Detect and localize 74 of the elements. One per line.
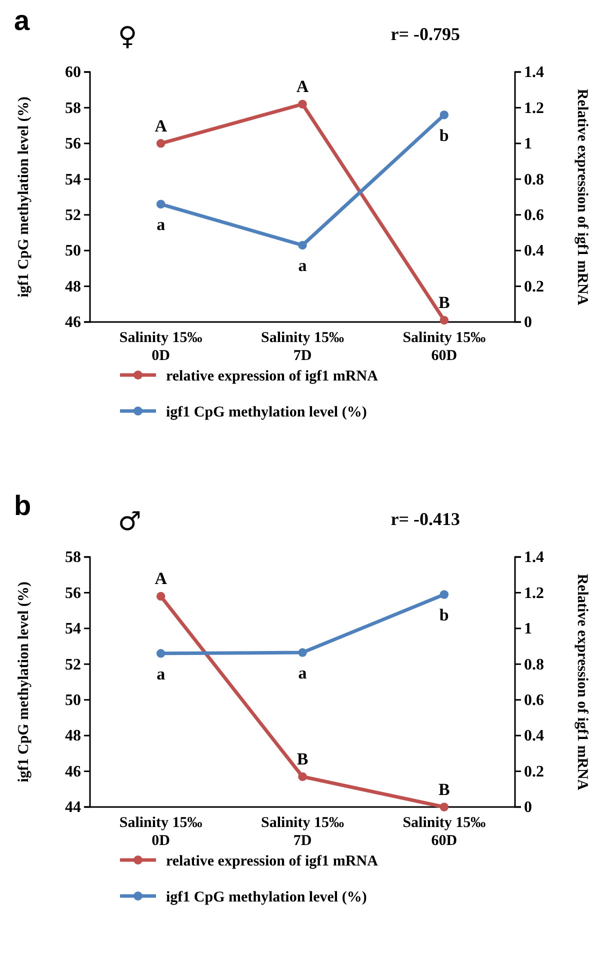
y-tick-label: 46: [65, 314, 81, 332]
legend-label: igf1 CpG methylation level (%): [166, 889, 367, 906]
y2-tick-label: 1: [524, 136, 532, 153]
y2-tick-label: 1.4: [524, 64, 544, 82]
annotation: b: [439, 605, 449, 624]
x-tick-label: Salinity 15‰ 60D: [402, 815, 486, 849]
y2-tick-label: 0.2: [524, 278, 544, 296]
x-tick-label: Salinity 15‰ 60D: [402, 330, 486, 364]
text: ♂: [118, 507, 142, 537]
legend-label: relative expression of igf1 mRNA: [166, 368, 378, 384]
text: b: [14, 490, 32, 521]
annotation: a: [156, 215, 166, 234]
y-tick-label: 48: [65, 728, 81, 745]
point: [298, 772, 307, 782]
point: [156, 592, 166, 601]
point: [440, 590, 449, 599]
point: [156, 200, 166, 209]
legend-label: igf1 CpG methylation level (%): [166, 404, 367, 420]
y-tick-label: 58: [65, 549, 81, 566]
y2-tick-label: 0.6: [524, 206, 544, 224]
point: [440, 110, 449, 120]
text: a: [14, 5, 30, 36]
annotation: A: [154, 116, 168, 136]
point: [298, 240, 307, 250]
y-tick-label: 52: [65, 206, 81, 224]
y-axis-title: igf1 CpG methylation level (%): [16, 582, 32, 782]
point: [156, 139, 166, 148]
annotation: B: [438, 780, 450, 799]
annotation: B: [296, 750, 308, 769]
y2-tick-label: 0: [524, 314, 532, 332]
text: r= -0.795: [390, 24, 460, 44]
y2-tick-label: 0.4: [524, 728, 544, 745]
y-tick-label: 56: [65, 136, 81, 153]
annotation: a: [156, 664, 166, 684]
annotation: A: [154, 569, 168, 588]
y-tick-label: 48: [65, 278, 81, 296]
y-tick-label: 58: [65, 100, 81, 117]
annotation: a: [298, 663, 308, 682]
point: [440, 316, 449, 325]
annotation: a: [298, 256, 308, 276]
text: r= -0.413: [390, 509, 460, 529]
annotation: B: [438, 293, 450, 312]
y-tick-label: 60: [65, 64, 81, 82]
annotation: A: [296, 77, 310, 96]
y2-tick-label: 0.6: [524, 692, 544, 709]
y2-axis-title: Relative expression of igf1 mRNA: [574, 88, 590, 306]
y2-axis-title: Relative expression of igf1 mRNA: [574, 574, 590, 790]
y2-tick-label: 0.8: [524, 171, 544, 188]
y2-tick-label: 0.2: [524, 763, 544, 780]
y-tick-label: 50: [65, 242, 81, 260]
point: [156, 649, 166, 658]
y-tick-label: 54: [65, 620, 81, 638]
x-tick-label: Salinity 15‰ 7D: [261, 330, 344, 364]
text: ♀: [118, 22, 138, 52]
point: [298, 648, 307, 657]
y2-tick-label: 0: [524, 799, 532, 816]
y2-tick-label: 0.4: [524, 242, 544, 260]
point: [440, 802, 449, 812]
y2-tick-label: 1.2: [524, 584, 544, 602]
y2-tick-label: 1: [524, 620, 532, 638]
annotation: b: [439, 126, 449, 145]
y-tick-label: 52: [65, 656, 81, 674]
y2-tick-label: 1.4: [524, 549, 544, 566]
y2-tick-label: 0.8: [524, 656, 544, 674]
y-axis-title: igf1 CpG methylation level (%): [16, 96, 32, 298]
x-tick-label: Salinity 15‰ 7D: [261, 815, 344, 849]
y-tick-label: 56: [65, 584, 81, 602]
legend-label: relative expression of igf1 mRNA: [166, 853, 378, 870]
y-tick-label: 50: [65, 692, 81, 709]
y-tick-label: 44: [65, 799, 81, 816]
point: [298, 100, 307, 109]
y2-tick-label: 1.2: [524, 100, 544, 117]
y-tick-label: 54: [65, 171, 81, 188]
y-tick-label: 46: [65, 763, 81, 780]
